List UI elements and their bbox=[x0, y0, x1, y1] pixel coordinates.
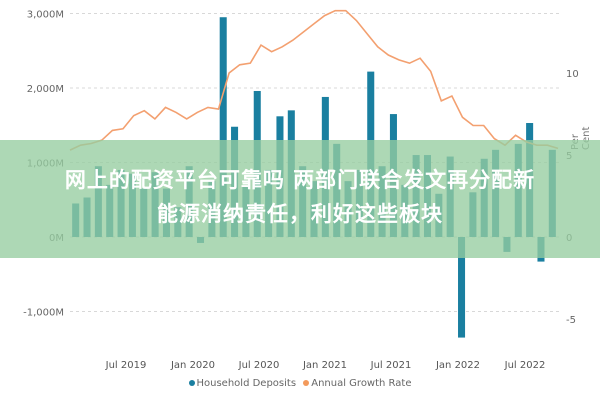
caption-line-1: 网上的配资平台可靠吗 两部门联合发文再分配新 bbox=[64, 168, 536, 192]
legend-item-annual-growth-rate[interactable]: Annual Growth Rate bbox=[303, 378, 411, 389]
svg-text:Jul 2022: Jul 2022 bbox=[504, 360, 546, 371]
caption-overlay-text: 网上的配资平台可靠吗 两部门联合发文再分配新 能源消纳责任，利好这些板块 bbox=[0, 163, 600, 231]
legend-item-household-deposits[interactable]: Household Deposits bbox=[188, 378, 296, 389]
svg-text:Jul 2020: Jul 2020 bbox=[238, 360, 280, 371]
annual-growth-rate-line bbox=[69, 9, 559, 151]
svg-text:10: 10 bbox=[566, 69, 579, 80]
legend: Household Deposits Annual Growth Rate bbox=[0, 378, 600, 389]
svg-text:Jan 2020: Jan 2020 bbox=[170, 360, 215, 371]
legend-dot-annual-growth-rate bbox=[303, 380, 310, 386]
svg-text:Jan 2021: Jan 2021 bbox=[302, 360, 347, 371]
caption-overlay-band bbox=[0, 140, 600, 258]
svg-text:Jul 2019: Jul 2019 bbox=[105, 360, 147, 371]
legend-dot-household-deposits bbox=[188, 380, 195, 386]
svg-text:-1,000M: -1,000M bbox=[23, 308, 64, 319]
svg-text:Jul 2021: Jul 2021 bbox=[370, 360, 412, 371]
svg-text:2,000M: 2,000M bbox=[27, 84, 64, 95]
svg-text:Jan 2022: Jan 2022 bbox=[435, 360, 480, 371]
svg-text:3,000M: 3,000M bbox=[27, 10, 64, 21]
caption-line-2: 能源消纳责任，利好这些板块 bbox=[157, 202, 443, 226]
svg-text:-5: -5 bbox=[566, 315, 576, 326]
x-axis-labels: Jul 2019 Jan 2020 Jul 2020 Jan 2021 Jul 2021… bbox=[105, 360, 546, 371]
